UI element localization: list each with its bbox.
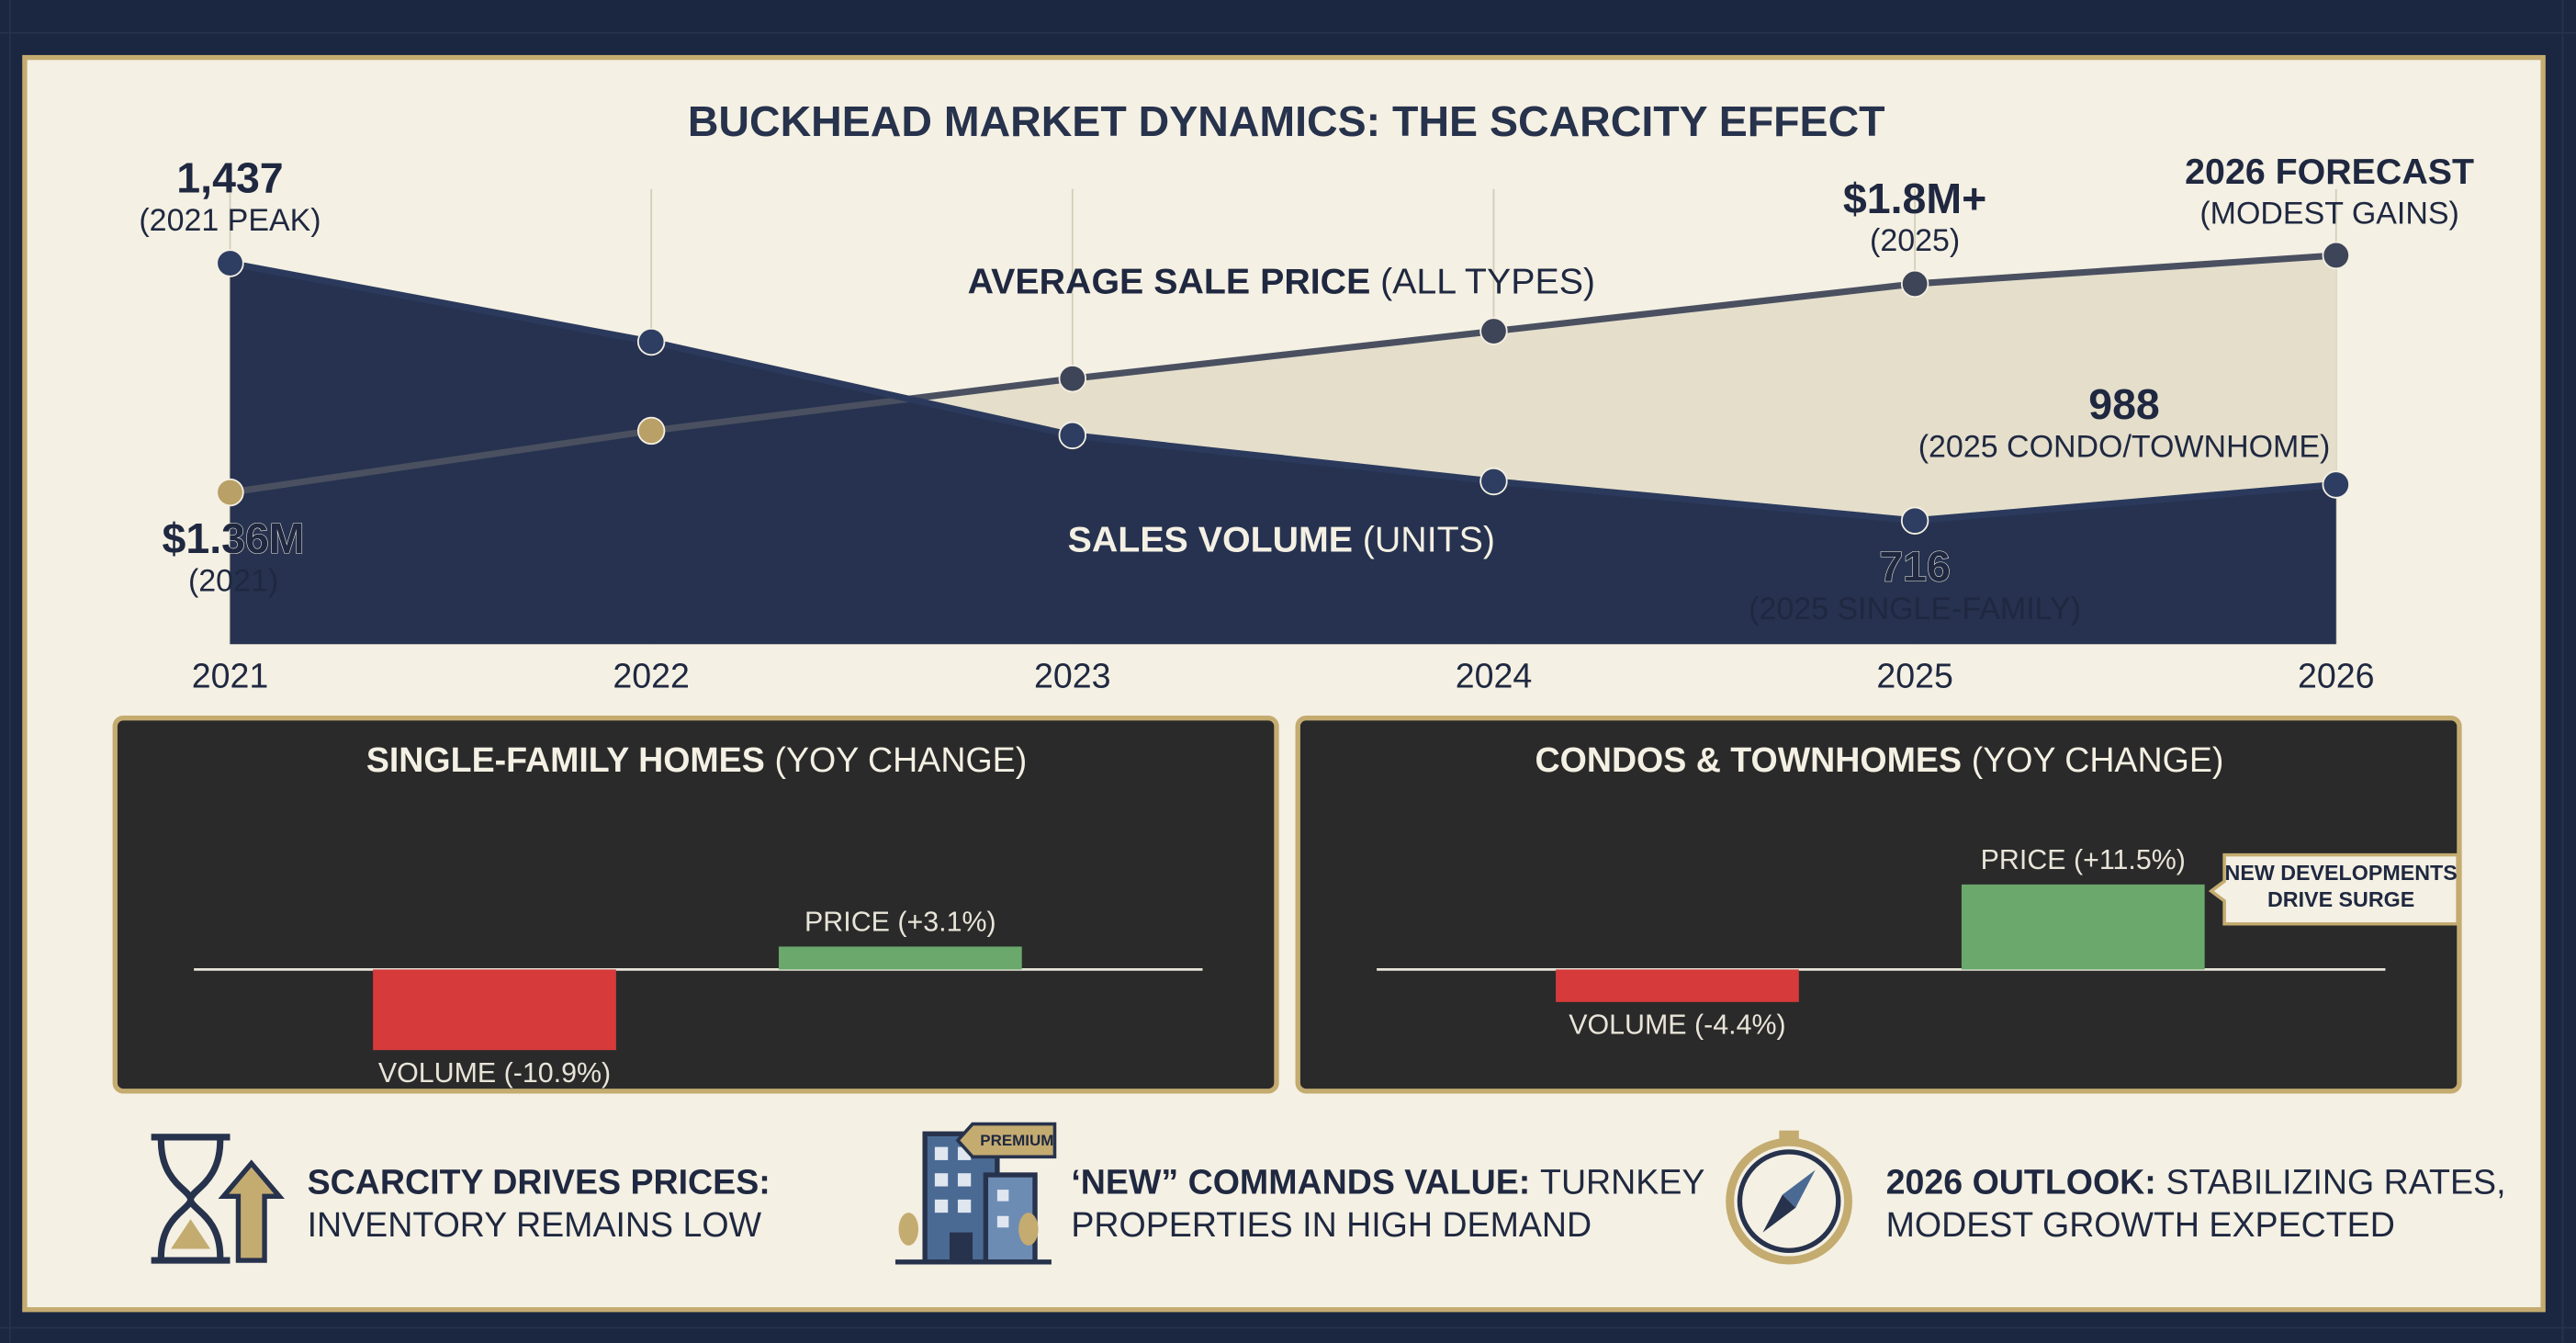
x-tick-label: 2021 xyxy=(192,657,269,695)
area-fill xyxy=(230,263,2336,645)
data-point xyxy=(1058,364,1087,393)
highlight-lead-rest: TURNKEY xyxy=(1540,1163,1704,1202)
data-point xyxy=(1058,421,1087,450)
panel-title: SINGLE-FAMILY HOMES (YOY CHANGE) xyxy=(366,740,1027,779)
panel-title-main: SINGLE-FAMILY HOMES xyxy=(366,740,765,779)
value-note: (2025 SINGLE-FAMILY) xyxy=(1749,592,2081,626)
highlight-line: MODEST GROWTH EXPECTED xyxy=(1886,1205,2395,1244)
title: BUCKHEAD MARKET DYNAMICS: THE SCARCITY E… xyxy=(688,97,1885,145)
annotation: 988 xyxy=(2088,380,2160,428)
series-name-main: SALES VOLUME xyxy=(1068,520,1353,560)
value-label: 1,437 xyxy=(176,153,283,201)
value-note: (2021) xyxy=(188,563,278,598)
value-note: (2025) xyxy=(1870,223,1960,258)
series-name: AVERAGE SALE PRICE (ALL TYPES) xyxy=(968,262,1595,302)
panel-title-suffix: (YOY CHANGE) xyxy=(775,740,1028,779)
callout-text: DRIVE SURGE xyxy=(2267,887,2414,911)
x-tick-label: 2023 xyxy=(1034,657,1111,695)
highlight-line: PROPERTIES IN HIGH DEMAND xyxy=(1071,1205,1592,1244)
data-point xyxy=(636,416,666,446)
highlight-line: INVENTORY REMAINS LOW xyxy=(308,1205,762,1244)
callout-box xyxy=(2208,852,2459,926)
hourglass-icon xyxy=(151,1134,285,1264)
bar xyxy=(1556,969,1799,1002)
bar-panel: CONDOS & TOWNHOMES (YOY CHANGE) VOLUME (-4… xyxy=(1295,716,2462,1094)
highlight-lead: 2026 OUTLOOK: xyxy=(1886,1163,2156,1202)
series-name-suffix: (ALL TYPES) xyxy=(1380,262,1595,302)
highlight-lead: SCARCITY DRIVES PRICES: xyxy=(308,1163,771,1202)
data-point xyxy=(216,478,244,507)
card xyxy=(22,54,2546,1313)
series-line xyxy=(229,260,2337,525)
x-tick-label: 2025 xyxy=(1876,657,1953,695)
highlights: SCARCITY DRIVES PRICES:INVENTORY REMAINS… xyxy=(308,1132,2506,1244)
bar xyxy=(1961,884,2205,970)
callout-text: NEW DEVELOPMENTS xyxy=(2225,861,2458,885)
bar xyxy=(778,946,1022,970)
compass-icon xyxy=(1726,1130,1852,1265)
data-point xyxy=(216,249,244,277)
highlight-line: ‘NEW” COMMANDS VALUE: TURNKEY xyxy=(1071,1163,1704,1202)
annotation: 2026 FORECAST xyxy=(2185,152,2474,192)
highlight-lead-rest: STABILIZING RATES, xyxy=(2166,1163,2506,1202)
data-point xyxy=(1900,269,1929,299)
series-name-main: AVERAGE SALE PRICE xyxy=(968,262,1371,302)
badge-text: PREMIUM xyxy=(980,1132,1053,1149)
series-name-suffix: (UNITS) xyxy=(1363,520,1495,560)
bar-panels: SINGLE-FAMILY HOMES (YOY CHANGE) VOLUME (-… xyxy=(112,716,2462,1094)
highlight-lead: ‘NEW” COMMANDS VALUE: xyxy=(1071,1163,1530,1202)
line-chart: $1.36M(2021) $1.8M+(2025) AVERAGE SALE PRI… xyxy=(139,152,2474,695)
bar-label: PRICE (+11.5%) xyxy=(1981,844,2186,875)
series-name: SALES VOLUME (UNITS) xyxy=(1068,520,1495,560)
value-label: $1.36M xyxy=(163,514,305,562)
highlight-line: 2026 OUTLOOK: STABILIZING RATES, xyxy=(1886,1163,2506,1202)
data-point xyxy=(1479,317,1508,345)
highlight-line: SCARCITY DRIVES PRICES: xyxy=(308,1163,771,1202)
data-point xyxy=(1479,467,1508,496)
data-point xyxy=(2322,241,2350,270)
x-tick-label: 2022 xyxy=(613,657,690,695)
bar xyxy=(373,969,616,1051)
value-label: 716 xyxy=(1879,543,1951,591)
bar-label: VOLUME (-10.9%) xyxy=(378,1057,611,1089)
data-point xyxy=(636,327,666,356)
annotation-note: (2025 CONDO/TOWNHOME) xyxy=(1918,429,2331,464)
panel-title: CONDOS & TOWNHOMES (YOY CHANGE) xyxy=(1535,740,2224,779)
series-line xyxy=(229,252,2337,496)
bar-panel: SINGLE-FAMILY HOMES (YOY CHANGE) VOLUME (-… xyxy=(112,716,1279,1094)
annotation-note: (MODEST GAINS) xyxy=(2199,196,2458,231)
building-icon xyxy=(894,1122,1057,1265)
bar-label: VOLUME (-4.4%) xyxy=(1569,1010,1785,1041)
data-point xyxy=(1900,506,1929,535)
value-label: $1.8M+ xyxy=(1843,175,1986,222)
x-tick-label: 2024 xyxy=(1456,657,1533,695)
panel-title-suffix: (YOY CHANGE) xyxy=(1972,740,2224,779)
value-note: (2021 PEAK) xyxy=(139,203,321,238)
panel-title-main: CONDOS & TOWNHOMES xyxy=(1535,740,1962,779)
bar-label: PRICE (+3.1%) xyxy=(804,906,996,937)
x-tick-label: 2026 xyxy=(2298,657,2375,695)
data-point xyxy=(2322,470,2350,499)
